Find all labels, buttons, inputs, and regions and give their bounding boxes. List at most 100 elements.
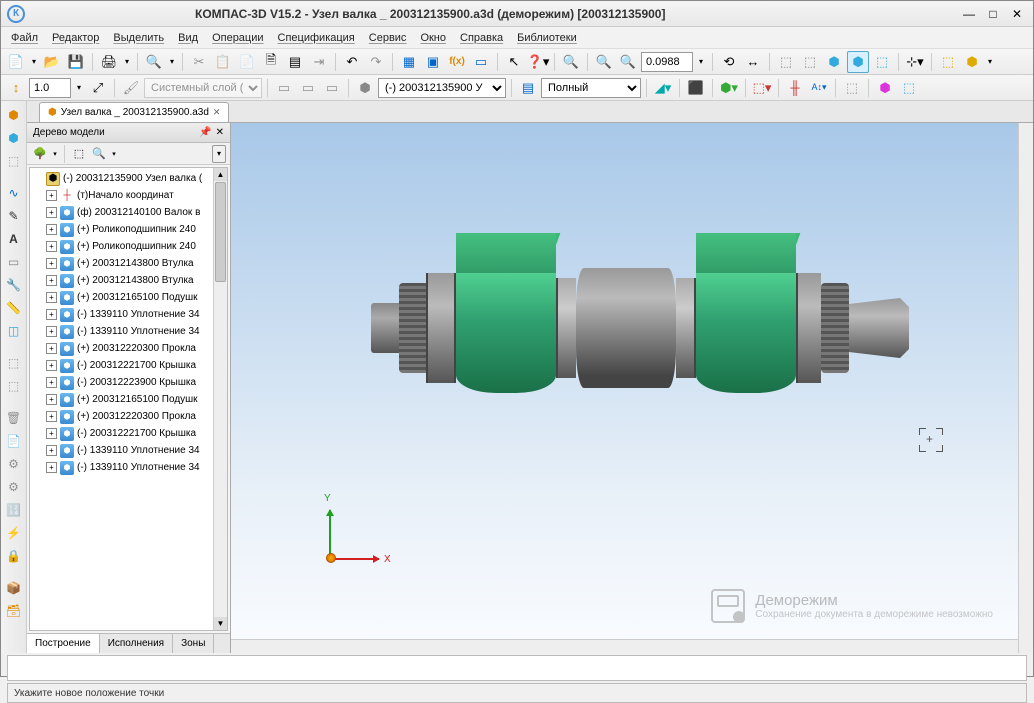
pan-button[interactable]: ↔ <box>742 51 764 73</box>
tree-item[interactable]: +⬢(-) 200312221700 Крышка <box>32 357 225 374</box>
render1-button[interactable]: ◢▾ <box>652 77 674 99</box>
menu-operations[interactable]: Операции <box>212 32 263 44</box>
lt-ruler-icon[interactable]: 📏 <box>4 298 24 318</box>
box2-button[interactable]: ⬢ <box>961 51 983 73</box>
scroll-thumb[interactable] <box>215 182 226 282</box>
help-button[interactable]: ❓▾ <box>527 51 549 73</box>
wireframe-button[interactable]: ⬚ <box>775 51 797 73</box>
vars-button[interactable]: ▭ <box>470 51 492 73</box>
zoom-out-button[interactable]: 🔍 <box>617 51 639 73</box>
tree-item[interactable]: +⬢(+) Роликоподшипник 240 <box>32 221 225 238</box>
rotate-button[interactable]: ⟲ <box>718 51 740 73</box>
tree-close-icon[interactable]: ✕ <box>216 127 224 138</box>
tree-toggle[interactable]: ▾ <box>212 145 226 163</box>
menu-help[interactable]: Справка <box>460 32 503 44</box>
expand-icon[interactable]: + <box>46 292 57 303</box>
tree-item[interactable]: +⬢(-) 200312221700 Крышка <box>32 425 225 442</box>
fx-button[interactable]: f(x) <box>446 51 468 73</box>
tree-item[interactable]: +⬢(+) 200312220300 Прокла <box>32 408 225 425</box>
expand-icon[interactable]: + <box>46 224 57 235</box>
tree-item[interactable]: +⬢(+) 200312165100 Подушк <box>32 391 225 408</box>
menu-spec[interactable]: Спецификация <box>278 32 355 44</box>
doc-select[interactable]: (-) 200312135900 У <box>378 78 506 98</box>
expand-icon[interactable]: + <box>46 445 57 456</box>
preview-button[interactable]: 🔍 <box>143 51 165 73</box>
tree-item[interactable]: +⬢(-) 1339110 Уплотнение 34 <box>32 442 225 459</box>
dim-button[interactable]: A↕▾ <box>808 77 830 99</box>
lt-part-icon[interactable]: ⬢ <box>4 128 24 148</box>
grid-button[interactable]: ▦ <box>398 51 420 73</box>
doc-tab-close-icon[interactable]: ✕ <box>213 107 221 118</box>
expand-icon[interactable]: + <box>46 326 57 337</box>
minimize-button[interactable]: — <box>959 6 979 22</box>
menu-window[interactable]: Окно <box>420 32 446 44</box>
tree-root[interactable]: ⬢ (-) 200312135900 Узел валка ( <box>32 170 225 187</box>
box1-button[interactable]: ⬚ <box>937 51 959 73</box>
shaded-edges-button[interactable]: ⬢ <box>823 51 845 73</box>
tree-tool3[interactable]: 🔍 <box>90 145 108 163</box>
expand-icon[interactable]: + <box>46 411 57 422</box>
tree-item[interactable]: +⬢(ф) 200312140100 Валок в <box>32 204 225 221</box>
menu-edit[interactable]: Редактор <box>52 32 99 44</box>
viewmode-select[interactable]: Полный <box>541 78 641 98</box>
lt-sketch-icon[interactable]: ⬚ <box>4 151 24 171</box>
viewport-hscroll[interactable] <box>231 639 1019 653</box>
menu-libraries[interactable]: Библиотеки <box>517 32 577 44</box>
lt-assembly-icon[interactable]: ⬢ <box>4 105 24 125</box>
expand-icon[interactable]: + <box>46 428 57 439</box>
tree-tool2[interactable]: ⬚ <box>70 145 88 163</box>
expand-icon[interactable]: + <box>46 258 57 269</box>
zoom-input[interactable] <box>641 52 693 72</box>
new-button[interactable]: 📄 <box>5 51 27 73</box>
zoom-fit-button[interactable]: 🔍 <box>560 51 582 73</box>
preview-dropdown[interactable]: ▾ <box>167 51 177 73</box>
tree-scrollbar[interactable]: ▲ ▼ <box>213 168 227 630</box>
menu-service[interactable]: Сервис <box>369 32 407 44</box>
section-button[interactable]: ⬢▾ <box>718 77 740 99</box>
close-button[interactable]: ✕ <box>1007 6 1027 22</box>
mat1-button[interactable]: ⬢ <box>874 77 896 99</box>
explode-button[interactable]: ⬚▾ <box>751 77 773 99</box>
tree-item[interactable]: +⬢(+) Роликоподшипник 240 <box>32 238 225 255</box>
expand-icon[interactable]: + <box>46 207 57 218</box>
document-tab[interactable]: ⬢ Узел валка _ 200312135900.a3d ✕ <box>39 102 229 122</box>
menu-select[interactable]: Выделить <box>113 32 164 44</box>
tree-item[interactable]: +⬢(+) 200312143800 Втулка <box>32 255 225 272</box>
3d-viewport[interactable]: X Y Деморежим Сохранение документа в дем… <box>231 123 1033 653</box>
lt-rect-icon[interactable]: ▭ <box>4 252 24 272</box>
expand-icon[interactable]: + <box>46 394 57 405</box>
command-panel[interactable] <box>7 655 1027 681</box>
new-dropdown[interactable]: ▾ <box>29 51 39 73</box>
tree-item[interactable]: +⬢(+) 200312143800 Втулка <box>32 272 225 289</box>
tree-item[interactable]: +⬢(+) 200312220300 Прокла <box>32 340 225 357</box>
tree-tab-zones[interactable]: Зоны <box>173 634 214 653</box>
zoom-in-button[interactable]: 🔍 <box>593 51 615 73</box>
tree-tool1[interactable]: 🌳 <box>31 145 49 163</box>
maximize-button[interactable]: □ <box>983 6 1003 22</box>
undo-button[interactable]: ↶ <box>341 51 363 73</box>
lt-text-icon[interactable]: A <box>4 229 24 249</box>
print-button[interactable]: 🖨 <box>98 51 120 73</box>
viewmode-icon[interactable]: ▤ <box>517 77 539 99</box>
expand-icon[interactable]: + <box>46 462 57 473</box>
lt-new-icon[interactable]: 📄 <box>4 431 24 451</box>
orient-button[interactable]: ⊹▾ <box>904 51 926 73</box>
shaded-button[interactable]: ⬢ <box>847 51 869 73</box>
scale-input[interactable] <box>29 78 71 98</box>
perspective-button[interactable]: ⬚ <box>871 51 893 73</box>
lt-db-icon[interactable]: 🗃 <box>4 601 24 621</box>
tree-item[interactable]: +⬢(-) 1339110 Уплотнение 34 <box>32 459 225 476</box>
lt-curve-icon[interactable]: ∿ <box>4 183 24 203</box>
scroll-down-icon[interactable]: ▼ <box>214 617 227 630</box>
print-dropdown[interactable]: ▾ <box>122 51 132 73</box>
lt-tool1-icon[interactable]: 🔧 <box>4 275 24 295</box>
scale-auto-button[interactable]: ⤢ <box>87 77 109 99</box>
expand-icon[interactable]: + <box>46 343 57 354</box>
menu-file[interactable]: Файл <box>11 32 38 44</box>
tree-origin[interactable]: + ┼ (т)Начало координат <box>32 187 225 204</box>
expand-icon[interactable]: + <box>46 275 57 286</box>
expand-icon[interactable]: + <box>46 360 57 371</box>
layers-button[interactable]: ▣ <box>422 51 444 73</box>
tree-tool1-dd[interactable]: ▾ <box>51 145 59 163</box>
scale-dropdown[interactable]: ▾ <box>73 77 85 99</box>
